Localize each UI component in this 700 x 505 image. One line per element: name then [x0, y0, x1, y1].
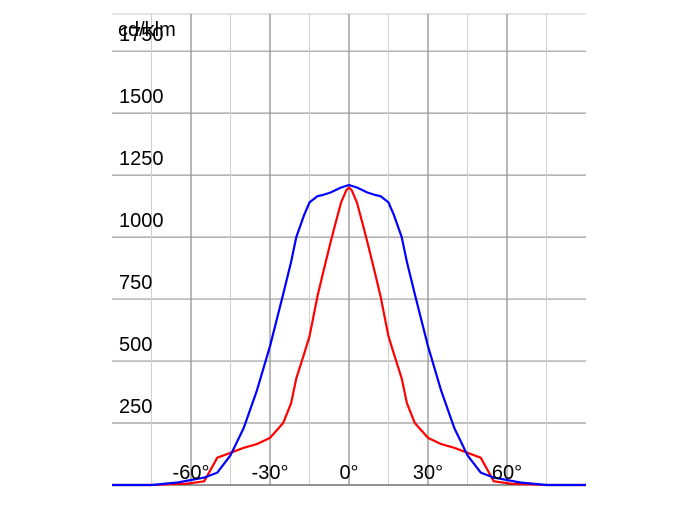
series-line-1: [112, 186, 586, 487]
series-lines: [112, 183, 586, 487]
series-line-2: [112, 183, 586, 487]
y-axis-unit-label: cd/klm: [118, 19, 176, 41]
y-tick-label: 500: [119, 334, 152, 356]
y-tick-label: 1250: [119, 148, 164, 170]
x-tick-label: 60°: [492, 462, 522, 484]
x-tick-label: -60°: [173, 462, 210, 484]
x-tick-label: 30°: [413, 462, 443, 484]
tick-labels: cd/klm 250 500 750 1000 1250 1500 1750 -60° -30°…: [118, 19, 522, 484]
y-tick-label: 1750: [119, 24, 164, 46]
y-tick-label: 1000: [119, 210, 164, 232]
y-tick-label: 250: [119, 396, 152, 418]
grid: [112, 13, 586, 486]
y-tick-label: 750: [119, 272, 152, 294]
x-tick-label: -30°: [252, 462, 289, 484]
x-tick-label: 0°: [339, 462, 358, 484]
y-tick-label: 1500: [119, 86, 164, 108]
